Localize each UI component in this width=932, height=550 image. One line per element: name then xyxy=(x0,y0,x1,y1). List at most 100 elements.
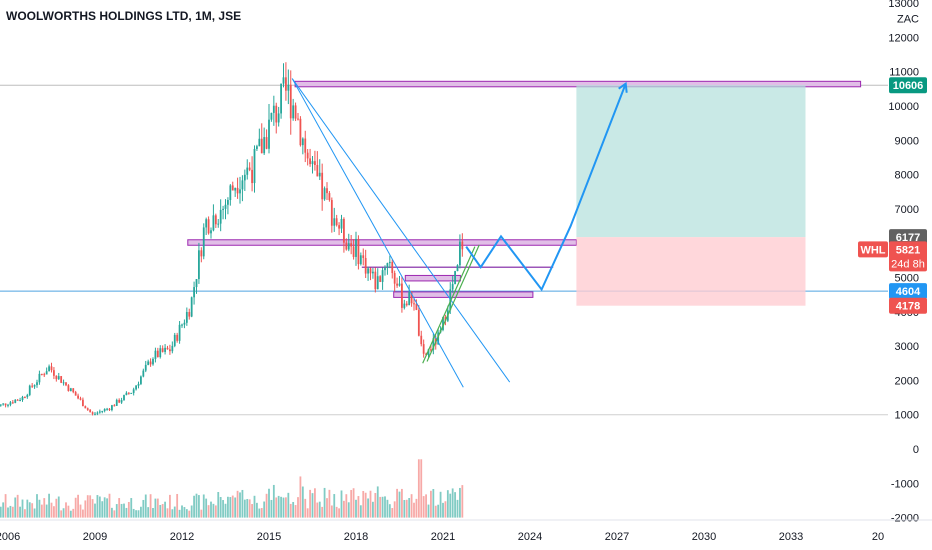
candle-body xyxy=(50,366,53,371)
candle-body xyxy=(16,399,19,401)
candle-body xyxy=(166,347,169,350)
candle-body xyxy=(207,219,210,234)
volume-bar xyxy=(236,490,239,518)
price-zone[interactable] xyxy=(404,274,461,282)
volume-bar xyxy=(243,499,246,518)
volume-bar xyxy=(125,507,128,518)
candle-body xyxy=(33,385,36,387)
channel-line[interactable] xyxy=(426,244,480,362)
candle-body xyxy=(345,242,348,250)
projection-path[interactable] xyxy=(465,83,627,292)
x-tick-label: 2021 xyxy=(431,531,455,543)
price-badge-label: 6177 xyxy=(896,232,920,244)
currency-label: ZAC xyxy=(897,14,919,26)
volume-bar xyxy=(193,495,195,518)
channel-line[interactable] xyxy=(422,246,476,364)
volume-bar xyxy=(350,489,353,518)
volume-bar xyxy=(142,499,145,518)
price-badge-label: 10606 xyxy=(893,80,924,92)
trendline[interactable] xyxy=(291,78,511,383)
candle-body xyxy=(437,332,440,345)
candle-body xyxy=(26,394,29,398)
volume-bar xyxy=(309,489,311,518)
candle-body xyxy=(277,113,280,123)
volume-bar xyxy=(127,501,130,518)
volume-bar xyxy=(330,505,333,518)
target-zone[interactable] xyxy=(576,85,806,238)
candle-body xyxy=(333,218,336,226)
stop-loss-zone[interactable] xyxy=(576,237,806,306)
candle-body xyxy=(343,218,345,243)
candle-body xyxy=(111,405,113,411)
candle-body xyxy=(224,204,227,209)
volume-bar xyxy=(292,501,295,518)
candle-body xyxy=(362,255,365,259)
volume-bar xyxy=(173,506,176,518)
candle-body xyxy=(84,406,87,409)
price-badge xyxy=(889,297,927,314)
candle-body xyxy=(169,349,171,352)
candle-body xyxy=(347,243,350,250)
volume-bar xyxy=(185,509,188,518)
candle-body xyxy=(132,389,135,393)
volume-bar xyxy=(219,496,222,518)
volume-bar xyxy=(415,498,418,518)
long-position-tool[interactable] xyxy=(576,85,806,306)
volume-bar xyxy=(40,504,43,518)
volume-bar xyxy=(326,498,328,518)
candle-body xyxy=(430,349,432,351)
volume-bar xyxy=(413,502,415,518)
volume-bar xyxy=(442,502,444,518)
candle-body xyxy=(294,105,297,119)
volume-bar xyxy=(53,506,55,518)
candle-body xyxy=(135,385,137,390)
y-tick-label: -2000 xyxy=(891,513,919,525)
volume-bar xyxy=(246,498,249,518)
volume-bar xyxy=(231,495,234,518)
candle-body xyxy=(413,303,415,305)
time-axis[interactable]: 2006 2009 2012 2015 2018 2021 2024 2027 2030 2033… xyxy=(0,519,932,543)
volume-bar xyxy=(149,494,152,518)
candle-body xyxy=(376,276,379,290)
volume-bar xyxy=(287,492,290,518)
volume-bar xyxy=(200,509,203,518)
candle-body xyxy=(282,77,285,84)
candle-body xyxy=(103,409,106,411)
candle-body xyxy=(270,112,273,120)
candle-body xyxy=(9,402,12,405)
candle-body xyxy=(301,138,304,146)
candle-body xyxy=(253,148,256,184)
volume-bar xyxy=(386,499,389,518)
candle-body xyxy=(31,385,34,387)
volume-bar xyxy=(132,508,135,518)
candle-body xyxy=(241,180,244,190)
candle-body xyxy=(125,392,128,396)
candle-body xyxy=(210,230,212,234)
x-tick-label: 2024 xyxy=(518,531,542,543)
volume-bar xyxy=(198,495,200,518)
volume-bar xyxy=(207,505,210,518)
volume-bar xyxy=(444,501,447,518)
candle-body xyxy=(372,271,374,274)
candle-body xyxy=(198,250,200,280)
volume-bar xyxy=(89,495,92,518)
y-tick-label: -1000 xyxy=(891,478,919,490)
volume-bar xyxy=(289,503,292,518)
y-tick-label: 12000 xyxy=(888,32,919,44)
candle-body xyxy=(256,146,258,149)
candle-body xyxy=(219,209,222,224)
trendline[interactable] xyxy=(291,78,464,388)
candle-body xyxy=(314,161,316,166)
volume-bar xyxy=(461,485,464,518)
candle-body xyxy=(316,165,319,177)
volume-bar xyxy=(265,493,268,518)
volume-bar xyxy=(430,490,432,518)
volume-bar xyxy=(57,496,60,518)
candle-body xyxy=(388,261,391,264)
volume-bar xyxy=(434,505,437,518)
volume-bar xyxy=(115,504,118,518)
candle-body xyxy=(272,105,275,113)
candle-body xyxy=(106,408,108,410)
price-zone[interactable] xyxy=(393,291,534,298)
